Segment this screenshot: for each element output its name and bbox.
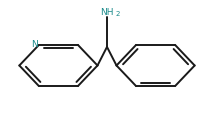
Text: NH: NH xyxy=(100,8,114,17)
Text: 2: 2 xyxy=(116,11,120,17)
Text: N: N xyxy=(31,40,38,49)
